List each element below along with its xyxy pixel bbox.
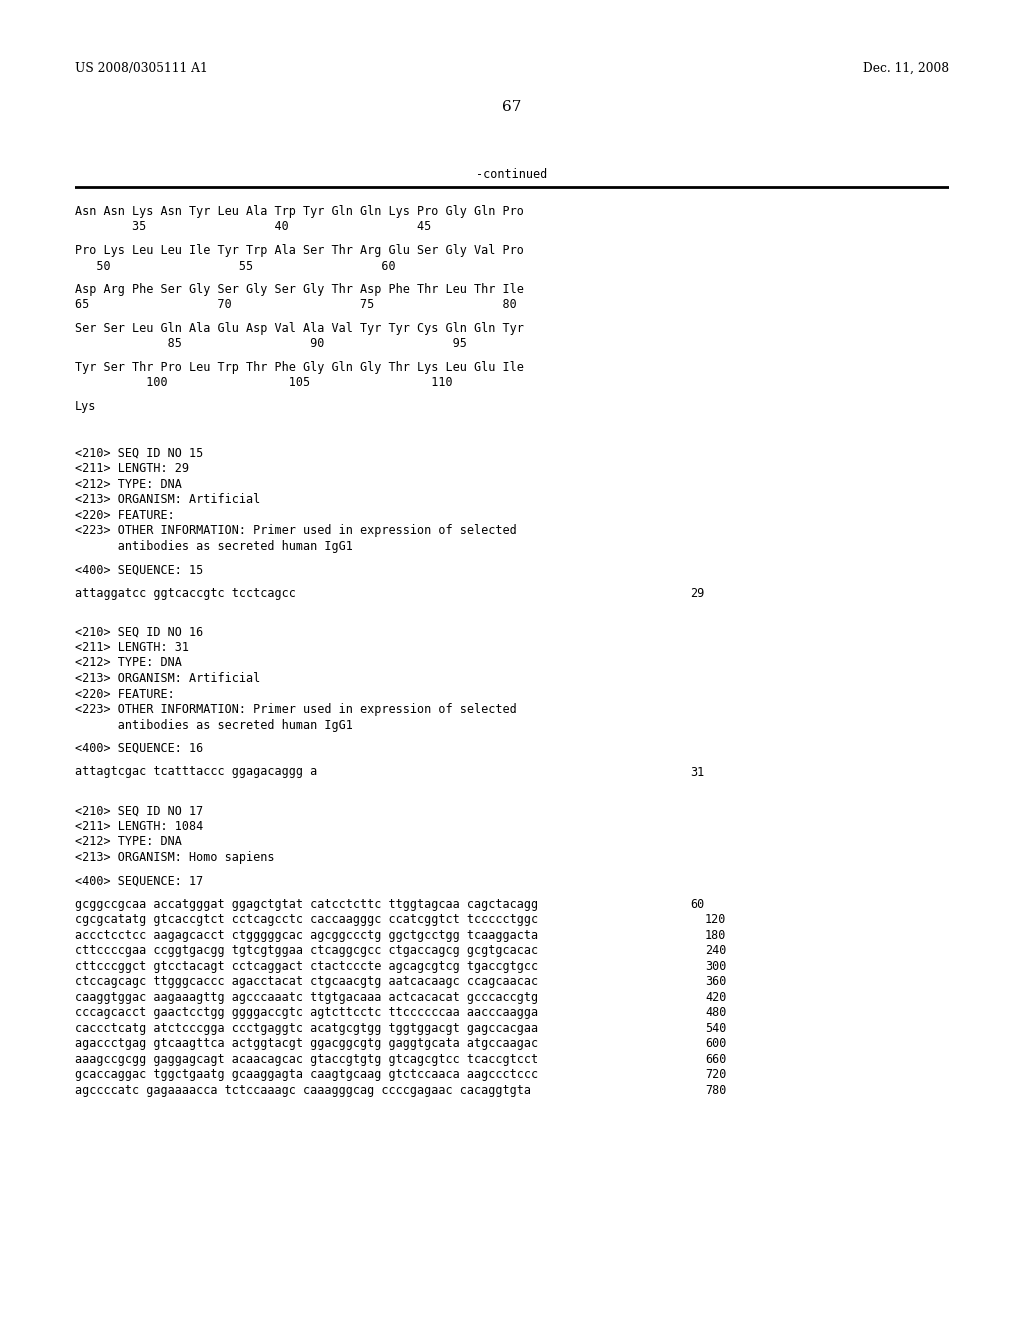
Text: cgcgcatatg gtcaccgtct cctcagcctc caccaagggc ccatcggtct tccccctggc: cgcgcatatg gtcaccgtct cctcagcctc caccaag… [75, 913, 539, 927]
Text: antibodies as secreted human IgG1: antibodies as secreted human IgG1 [75, 718, 353, 731]
Text: 85                  90                  95: 85 90 95 [75, 338, 467, 351]
Text: US 2008/0305111 A1: US 2008/0305111 A1 [75, 62, 208, 75]
Text: <220> FEATURE:: <220> FEATURE: [75, 508, 175, 521]
Text: Pro Lys Leu Leu Ile Tyr Trp Ala Ser Thr Arg Glu Ser Gly Val Pro: Pro Lys Leu Leu Ile Tyr Trp Ala Ser Thr … [75, 244, 524, 257]
Text: <400> SEQUENCE: 16: <400> SEQUENCE: 16 [75, 742, 203, 755]
Text: <212> TYPE: DNA: <212> TYPE: DNA [75, 478, 182, 491]
Text: 780: 780 [705, 1084, 726, 1097]
Text: 65                  70                  75                  80: 65 70 75 80 [75, 298, 517, 312]
Text: 660: 660 [705, 1053, 726, 1065]
Text: <212> TYPE: DNA: <212> TYPE: DNA [75, 656, 182, 669]
Text: Dec. 11, 2008: Dec. 11, 2008 [863, 62, 949, 75]
Text: <212> TYPE: DNA: <212> TYPE: DNA [75, 836, 182, 849]
Text: 67: 67 [503, 100, 521, 114]
Text: accctcctcc aagagcacct ctgggggcac agcggccctg ggctgcctgg tcaaggacta: accctcctcc aagagcacct ctgggggcac agcggcc… [75, 929, 539, 941]
Text: 100                 105                 110: 100 105 110 [75, 376, 453, 389]
Text: cttcccggct gtcctacagt cctcaggact ctactcccte agcagcgtcg tgaccgtgcc: cttcccggct gtcctacagt cctcaggact ctactcc… [75, 960, 539, 973]
Text: <213> ORGANISM: Homo sapiens: <213> ORGANISM: Homo sapiens [75, 851, 274, 863]
Text: -continued: -continued [476, 168, 548, 181]
Text: <211> LENGTH: 31: <211> LENGTH: 31 [75, 642, 189, 653]
Text: aaagccgcgg gaggagcagt acaacagcac gtaccgtgtg gtcagcgtcc tcaccgtcct: aaagccgcgg gaggagcagt acaacagcac gtaccgt… [75, 1053, 539, 1065]
Text: <210> SEQ ID NO 16: <210> SEQ ID NO 16 [75, 626, 203, 639]
Text: Ser Ser Leu Gln Ala Glu Asp Val Ala Val Tyr Tyr Cys Gln Gln Tyr: Ser Ser Leu Gln Ala Glu Asp Val Ala Val … [75, 322, 524, 335]
Text: <220> FEATURE:: <220> FEATURE: [75, 688, 175, 701]
Text: caaggtggac aagaaagttg agcccaaatc ttgtgacaaa actcacacat gcccaccgtg: caaggtggac aagaaagttg agcccaaatc ttgtgac… [75, 991, 539, 1003]
Text: <213> ORGANISM: Artificial: <213> ORGANISM: Artificial [75, 494, 260, 507]
Text: Lys: Lys [75, 400, 96, 413]
Text: <213> ORGANISM: Artificial: <213> ORGANISM: Artificial [75, 672, 260, 685]
Text: <223> OTHER INFORMATION: Primer used in expression of selected: <223> OTHER INFORMATION: Primer used in … [75, 524, 517, 537]
Text: attagtcgac tcatttaccc ggagacaggg a: attagtcgac tcatttaccc ggagacaggg a [75, 766, 317, 779]
Text: 29: 29 [690, 587, 705, 599]
Text: Asp Arg Phe Ser Gly Ser Gly Ser Gly Thr Asp Phe Thr Leu Thr Ile: Asp Arg Phe Ser Gly Ser Gly Ser Gly Thr … [75, 282, 524, 296]
Text: 300: 300 [705, 960, 726, 973]
Text: 50                  55                  60: 50 55 60 [75, 260, 395, 272]
Text: caccctcatg atctcccgga ccctgaggtc acatgcgtgg tggtggacgt gagccacgaa: caccctcatg atctcccgga ccctgaggtc acatgcg… [75, 1022, 539, 1035]
Text: 480: 480 [705, 1006, 726, 1019]
Text: <211> LENGTH: 1084: <211> LENGTH: 1084 [75, 820, 203, 833]
Text: ctccagcagc ttgggcaccc agacctacat ctgcaacgtg aatcacaagc ccagcaacac: ctccagcagc ttgggcaccc agacctacat ctgcaac… [75, 975, 539, 989]
Text: gcaccaggac tggctgaatg gcaaggagta caagtgcaag gtctccaaca aagccctccc: gcaccaggac tggctgaatg gcaaggagta caagtgc… [75, 1068, 539, 1081]
Text: attaggatcc ggtcaccgtc tcctcagcc: attaggatcc ggtcaccgtc tcctcagcc [75, 587, 296, 599]
Text: agaccctgag gtcaagttca actggtacgt ggacggcgtg gaggtgcata atgccaagac: agaccctgag gtcaagttca actggtacgt ggacggc… [75, 1038, 539, 1051]
Text: 360: 360 [705, 975, 726, 989]
Text: agccccatc gagaaaacca tctccaaagc caaagggcag ccccgagaac cacaggtgta: agccccatc gagaaaacca tctccaaagc caaagggc… [75, 1084, 531, 1097]
Text: 120: 120 [705, 913, 726, 927]
Text: 540: 540 [705, 1022, 726, 1035]
Text: 600: 600 [705, 1038, 726, 1051]
Text: <211> LENGTH: 29: <211> LENGTH: 29 [75, 462, 189, 475]
Text: 180: 180 [705, 929, 726, 941]
Text: 31: 31 [690, 766, 705, 779]
Text: <223> OTHER INFORMATION: Primer used in expression of selected: <223> OTHER INFORMATION: Primer used in … [75, 704, 517, 715]
Text: Tyr Ser Thr Pro Leu Trp Thr Phe Gly Gln Gly Thr Lys Leu Glu Ile: Tyr Ser Thr Pro Leu Trp Thr Phe Gly Gln … [75, 360, 524, 374]
Text: 420: 420 [705, 991, 726, 1003]
Text: antibodies as secreted human IgG1: antibodies as secreted human IgG1 [75, 540, 353, 553]
Text: 35                  40                  45: 35 40 45 [75, 220, 431, 234]
Text: 720: 720 [705, 1068, 726, 1081]
Text: <400> SEQUENCE: 17: <400> SEQUENCE: 17 [75, 874, 203, 887]
Text: cttccccgaa ccggtgacgg tgtcgtggaa ctcaggcgcc ctgaccagcg gcgtgcacac: cttccccgaa ccggtgacgg tgtcgtggaa ctcaggc… [75, 944, 539, 957]
Text: <210> SEQ ID NO 15: <210> SEQ ID NO 15 [75, 446, 203, 459]
Text: Asn Asn Lys Asn Tyr Leu Ala Trp Tyr Gln Gln Lys Pro Gly Gln Pro: Asn Asn Lys Asn Tyr Leu Ala Trp Tyr Gln … [75, 205, 524, 218]
Text: <400> SEQUENCE: 15: <400> SEQUENCE: 15 [75, 564, 203, 577]
Text: 60: 60 [690, 898, 705, 911]
Text: 240: 240 [705, 944, 726, 957]
Text: gcggccgcaa accatgggat ggagctgtat catcctcttc ttggtagcaa cagctacagg: gcggccgcaa accatgggat ggagctgtat catcctc… [75, 898, 539, 911]
Text: cccagcacct gaactcctgg ggggaccgtc agtcttcctc ttccccccaa aacccaagga: cccagcacct gaactcctgg ggggaccgtc agtcttc… [75, 1006, 539, 1019]
Text: <210> SEQ ID NO 17: <210> SEQ ID NO 17 [75, 804, 203, 817]
